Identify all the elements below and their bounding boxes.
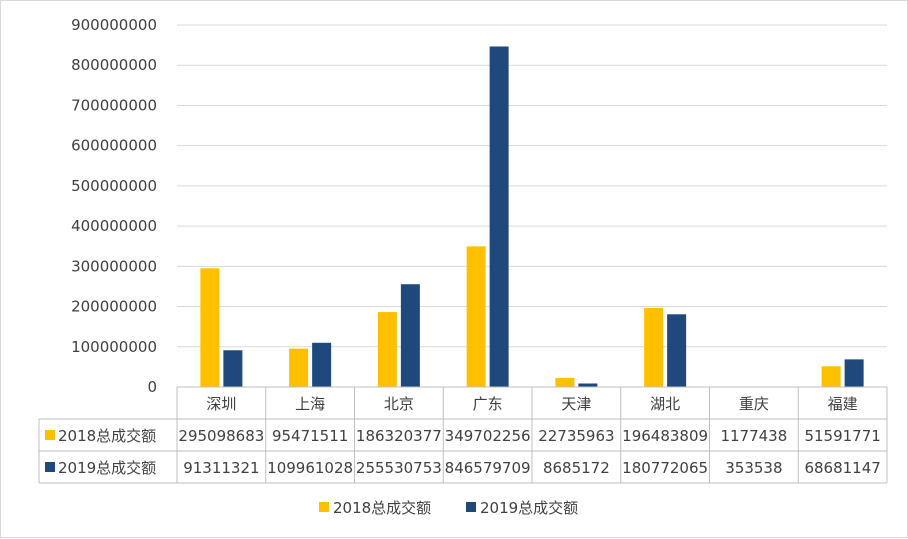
table-series-label: 2018总成交额: [58, 427, 156, 445]
legend-key: [466, 502, 476, 512]
table-value: 353538: [725, 459, 782, 477]
table-value: 68681147: [804, 459, 880, 477]
x-category-label: 湖北: [650, 395, 680, 413]
bar-2018: [644, 308, 663, 387]
x-category-label: 天津: [561, 395, 591, 413]
table-value: 186320377: [356, 427, 442, 445]
table-legend-key: [45, 430, 55, 440]
table-value: 109961028: [267, 459, 353, 477]
bar-2019: [312, 343, 331, 387]
bar-2019: [578, 384, 597, 387]
y-tick-label: 800000000: [71, 56, 157, 74]
table-value: 846579709: [445, 459, 531, 477]
table-value: 8685172: [543, 459, 610, 477]
table-value: 1177438: [720, 427, 787, 445]
x-category-label: 深圳: [206, 395, 236, 413]
table-value: 95471511: [272, 427, 348, 445]
table-value: 180772065: [622, 459, 708, 477]
bar-2019: [223, 350, 242, 387]
bar-2019: [667, 314, 686, 387]
bar-2018: [289, 349, 308, 387]
y-tick-label: 0: [147, 378, 157, 396]
x-category-label: 上海: [295, 395, 325, 413]
table-value: 295098683: [178, 427, 264, 445]
y-tick-label: 400000000: [71, 217, 157, 235]
y-tick-label: 300000000: [71, 257, 157, 275]
table-value: 255530753: [356, 459, 442, 477]
table-value: 51591771: [804, 427, 880, 445]
table-value: 196483809: [622, 427, 708, 445]
bar-2018: [467, 246, 486, 387]
x-category-label: 北京: [384, 395, 414, 413]
y-tick-label: 200000000: [71, 298, 157, 316]
y-tick-label: 100000000: [71, 338, 157, 356]
x-category-label: 福建: [828, 395, 858, 413]
y-tick-label: 600000000: [71, 137, 157, 155]
legend-label: 2018总成交额: [333, 499, 431, 517]
bar-2019: [845, 359, 864, 387]
legend-key: [319, 502, 329, 512]
legend-label: 2019总成交额: [480, 499, 578, 517]
y-tick-label: 500000000: [71, 177, 157, 195]
bar-2019: [401, 284, 420, 387]
bar-2018: [555, 378, 574, 387]
table-value: 91311321: [183, 459, 259, 477]
x-category-label: 重庆: [739, 395, 769, 413]
y-tick-label: 900000000: [71, 16, 157, 34]
table-value: 349702256: [445, 427, 531, 445]
x-category-label: 广东: [473, 395, 503, 413]
bar-2019: [490, 46, 509, 387]
bar-2018: [822, 366, 841, 387]
table-value: 22735963: [538, 427, 614, 445]
bar-2018: [378, 312, 397, 387]
y-tick-label: 700000000: [71, 96, 157, 114]
bar-2018: [200, 268, 219, 387]
table-series-label: 2019总成交额: [58, 459, 156, 477]
table-legend-key: [45, 462, 55, 472]
